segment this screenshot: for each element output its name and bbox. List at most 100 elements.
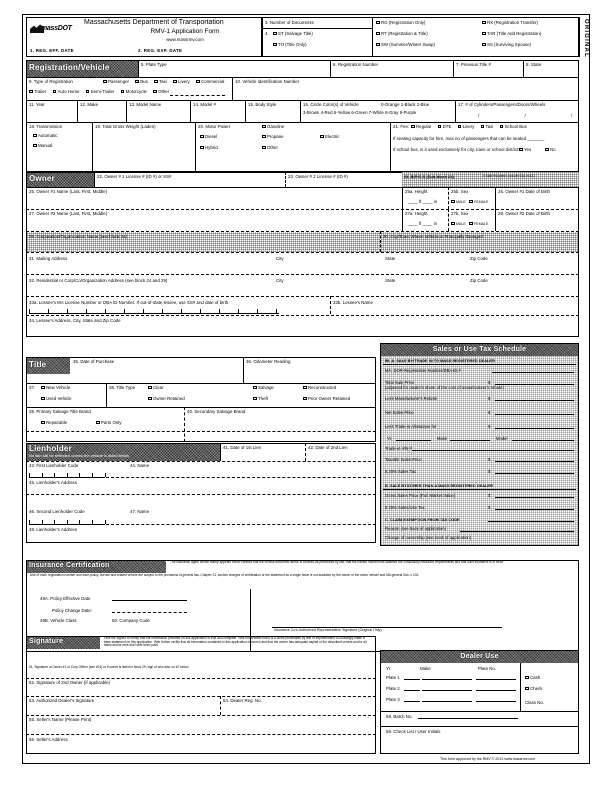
option-theft[interactable]: Theft bbox=[253, 396, 268, 401]
checkbox-used-vehicle[interactable] bbox=[41, 396, 45, 401]
field-55-line[interactable] bbox=[26, 734, 376, 735]
option-fee-regular[interactable]: Regular bbox=[411, 124, 431, 129]
field-21-options[interactable]: Regular DTE Livery Taxi School Bus bbox=[411, 124, 532, 129]
option-passenger[interactable]: Passenger bbox=[103, 79, 129, 84]
checkbox-to[interactable] bbox=[273, 42, 277, 47]
checkbox-schoolbus-yes[interactable] bbox=[519, 147, 523, 152]
checkbox-theft[interactable] bbox=[253, 396, 257, 401]
checkbox-schoolbus-no[interactable] bbox=[545, 147, 549, 152]
dealer-row-2-make-input[interactable] bbox=[422, 690, 472, 691]
option-other-reg[interactable]: Other bbox=[153, 89, 169, 94]
option-salvage[interactable]: Salvage bbox=[253, 385, 274, 390]
tax-exemption-code-input[interactable] bbox=[488, 521, 574, 522]
checkbox-owner1-male[interactable] bbox=[451, 199, 455, 204]
checkbox-salvage[interactable] bbox=[253, 385, 257, 390]
option-owner-retained[interactable]: Owner Retained bbox=[148, 396, 185, 401]
option-rt[interactable]: RT (Registration & Title) bbox=[376, 31, 428, 36]
checkbox-motorcycle[interactable] bbox=[120, 89, 125, 94]
field-4-option-to[interactable]: TO (Title Only) bbox=[273, 42, 307, 47]
tax-exemption-reason-input[interactable] bbox=[460, 531, 574, 532]
field-33a-comb-input[interactable] bbox=[29, 309, 279, 314]
option-prior-owner-retained[interactable]: Prior Owner Retained bbox=[303, 396, 350, 401]
checkbox-other-power[interactable] bbox=[262, 145, 266, 150]
option-payment-cash[interactable]: Cash bbox=[525, 675, 540, 680]
tax-row-gross-price-input[interactable] bbox=[495, 497, 574, 498]
option-sw[interactable]: SW (Summer/Winter Swap) bbox=[376, 42, 435, 47]
option-propane[interactable]: Propane bbox=[262, 134, 284, 139]
option-fee-livery[interactable]: Livery bbox=[457, 124, 474, 129]
field-9-other-line[interactable] bbox=[170, 95, 225, 96]
option-gasoline[interactable]: Gasoline bbox=[262, 124, 284, 129]
checkbox-passenger[interactable] bbox=[103, 79, 107, 84]
tax-row-tradein-vin-input[interactable] bbox=[412, 450, 574, 451]
tax-trade-make-input[interactable] bbox=[450, 440, 490, 441]
option-trailer[interactable]: Trailer bbox=[29, 89, 46, 94]
checkbox-rt[interactable] bbox=[376, 31, 380, 36]
tax-trade-model-input[interactable] bbox=[512, 440, 574, 441]
checkbox-parts-only[interactable] bbox=[96, 420, 100, 425]
option-fee-school-bus[interactable]: School Bus bbox=[499, 124, 527, 129]
field-58-batch-input[interactable] bbox=[418, 718, 518, 719]
field-53-signature-line[interactable] bbox=[26, 715, 376, 716]
option-repairable[interactable]: Repairable bbox=[41, 420, 67, 425]
field-47-name-line[interactable] bbox=[106, 524, 376, 525]
option-bus[interactable]: Bus bbox=[135, 79, 148, 84]
tax-row-less-rebate-input[interactable] bbox=[495, 400, 574, 401]
field-9-row1-options[interactable]: Passenger Bus Taxi Livery Commercial bbox=[103, 79, 229, 84]
tax-row-use-tax-input[interactable] bbox=[495, 509, 574, 510]
checkbox-fee-regular[interactable] bbox=[411, 124, 415, 129]
option-used-vehicle[interactable]: Used Vehicle bbox=[41, 396, 72, 401]
checkbox-livery[interactable] bbox=[173, 79, 177, 84]
option-tar[interactable]: TAR (Title Add Registration) bbox=[482, 31, 541, 36]
field-43-comb-input[interactable] bbox=[29, 473, 106, 478]
checkbox-manual[interactable] bbox=[33, 143, 37, 148]
field-27b-sex-options[interactable]: MALE FEMALE bbox=[451, 221, 488, 226]
checkbox-propane[interactable] bbox=[262, 134, 266, 139]
option-automatic[interactable]: Automatic bbox=[33, 133, 58, 138]
option-commercial[interactable]: Commercial bbox=[195, 79, 224, 84]
option-semi-trailer[interactable]: Semi-Trailer bbox=[85, 89, 114, 94]
checkbox-commercial[interactable] bbox=[195, 79, 200, 84]
field-4-option-st[interactable]: ST (Salvage Title) bbox=[273, 31, 313, 36]
option-fee-taxi[interactable]: Taxi bbox=[480, 124, 493, 129]
checkbox-ss[interactable] bbox=[482, 42, 486, 47]
option-schoolbus-no[interactable]: No bbox=[545, 147, 556, 152]
option-ro[interactable]: RO (Registration Only) bbox=[376, 20, 425, 25]
option-diesel[interactable]: Diesel bbox=[200, 134, 217, 139]
option-reconstructed[interactable]: Reconstructed bbox=[303, 385, 336, 390]
field-49a-input[interactable] bbox=[112, 600, 187, 601]
option-other-power[interactable]: Other bbox=[262, 145, 278, 150]
dealer-row-1-plate-input[interactable] bbox=[476, 679, 516, 680]
dealer-row-3-plate-input[interactable] bbox=[476, 701, 516, 702]
option-payment-check[interactable]: Check bbox=[525, 686, 542, 691]
dealer-row-2-year-input[interactable] bbox=[404, 690, 420, 691]
field-25b-sex-options[interactable]: MALE FEMALE bbox=[451, 199, 488, 204]
option-auto-home[interactable]: Auto Home bbox=[52, 89, 79, 94]
checkbox-bus[interactable] bbox=[135, 79, 139, 84]
checkbox-cash[interactable] bbox=[525, 675, 529, 680]
checkbox-hybrid[interactable] bbox=[200, 145, 204, 150]
checkbox-fee-livery[interactable] bbox=[457, 124, 462, 129]
checkbox-owner2-male[interactable] bbox=[451, 221, 455, 226]
checkbox-ro[interactable] bbox=[376, 20, 380, 25]
tax-row-total-sale-input[interactable] bbox=[495, 384, 574, 385]
field-9-row2-options[interactable]: Trailer Auto Home Semi-Trailer Motorcycl… bbox=[29, 89, 174, 94]
option-manual[interactable]: Manual bbox=[33, 143, 52, 148]
option-new-vehicle[interactable]: New Vehicle bbox=[41, 385, 70, 390]
checkbox-sw[interactable] bbox=[376, 42, 380, 47]
dealer-row-3-make-input[interactable] bbox=[422, 701, 472, 702]
option-schoolbus-yes[interactable]: Yes bbox=[519, 147, 531, 152]
option-parts-only[interactable]: Parts Only bbox=[96, 420, 121, 425]
checkbox-owner1-female[interactable] bbox=[469, 199, 473, 204]
field-52-signature-line[interactable] bbox=[26, 696, 376, 697]
tax-row-sales-tax-input[interactable] bbox=[495, 473, 574, 474]
checkbox-st[interactable] bbox=[273, 31, 277, 36]
option-hybrid[interactable]: Hybrid bbox=[200, 145, 218, 150]
checkbox-owner2-female[interactable] bbox=[469, 221, 473, 226]
dealer-row-1-make-input[interactable] bbox=[422, 679, 472, 680]
checkbox-auto-home[interactable] bbox=[52, 89, 57, 94]
option-clear[interactable]: Clear bbox=[148, 385, 163, 390]
dealer-row-1-year-input[interactable] bbox=[404, 679, 420, 680]
tax-row-dor-input[interactable] bbox=[492, 372, 574, 373]
checkbox-taxi[interactable] bbox=[154, 79, 158, 84]
